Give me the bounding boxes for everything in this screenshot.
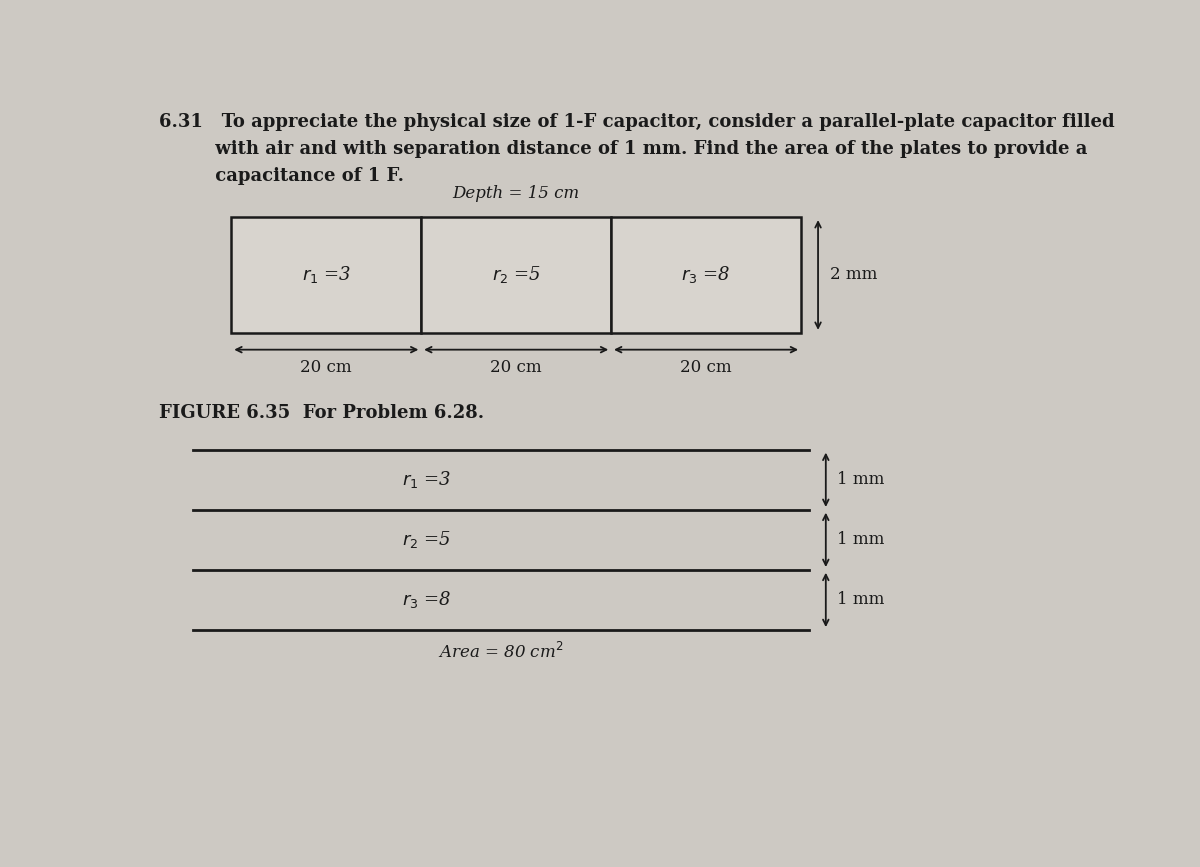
Text: capacitance of 1 F.: capacitance of 1 F.: [160, 167, 404, 186]
Text: $r_{1}$ =3: $r_{1}$ =3: [402, 469, 451, 491]
Text: 2 mm: 2 mm: [829, 266, 877, 284]
Text: $r_{3}$ =8: $r_{3}$ =8: [402, 590, 451, 610]
Text: Depth = 15 cm: Depth = 15 cm: [452, 185, 580, 202]
Text: 20 cm: 20 cm: [491, 359, 542, 376]
Bar: [611, 218, 802, 333]
Text: with air and with separation distance of 1 mm. Find the area of the plates to pr: with air and with separation distance of…: [160, 140, 1087, 159]
Text: 20 cm: 20 cm: [680, 359, 732, 376]
Text: 1 mm: 1 mm: [838, 472, 884, 488]
Text: $r_{2}$ =5: $r_{2}$ =5: [492, 264, 541, 285]
Text: Area = 80 cm$^2$: Area = 80 cm$^2$: [438, 642, 563, 662]
Text: 20 cm: 20 cm: [300, 359, 352, 376]
Bar: [421, 218, 611, 333]
Text: $r_{3}$ =8: $r_{3}$ =8: [682, 264, 731, 285]
Text: 6.31   To appreciate the physical size of 1-F capacitor, consider a parallel-pla: 6.31 To appreciate the physical size of …: [160, 114, 1115, 131]
Text: 1 mm: 1 mm: [838, 591, 884, 609]
Text: FIGURE 6.35  For Problem 6.28.: FIGURE 6.35 For Problem 6.28.: [160, 403, 485, 421]
Text: $r_{2}$ =5: $r_{2}$ =5: [402, 530, 451, 551]
Text: 1 mm: 1 mm: [838, 531, 884, 548]
Bar: [232, 218, 421, 333]
Text: $r_{1}$ =3: $r_{1}$ =3: [301, 264, 350, 285]
